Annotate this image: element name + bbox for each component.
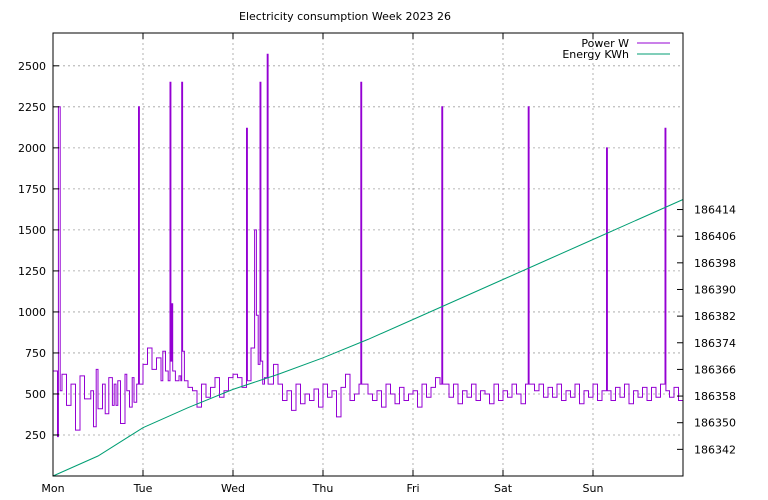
y-right-tick-label: 186398	[694, 257, 736, 270]
x-tick-label: Thu	[312, 482, 334, 495]
x-tick-label: Mon	[41, 482, 64, 495]
legend: Power W Energy KWh	[562, 37, 670, 61]
x-tick-label: Fri	[406, 482, 419, 495]
y-left-tick-label: 500	[25, 388, 46, 401]
axis-ticks: Mon Tue Wed Thu Fri Sat Sun 250 500 750 1000 1250 15…	[18, 33, 736, 495]
y-left-tick-label: 1000	[18, 306, 46, 319]
y-left-tick-label: 250	[25, 429, 46, 442]
legend-label-energy: Energy KWh	[562, 48, 629, 61]
series-line-energy	[52, 199, 684, 477]
y-left-tick-label: 2250	[18, 101, 46, 114]
y-right-tick-label: 186382	[694, 310, 736, 323]
plot-frame	[52, 32, 684, 477]
y-right-tick-label: 186374	[694, 337, 736, 350]
y-right-tick-label: 186366	[694, 363, 736, 376]
x-tick-label: Wed	[221, 482, 245, 495]
grid-lines	[53, 33, 683, 476]
y-right-tick-label: 186342	[694, 443, 736, 456]
y-left-tick-label: 1250	[18, 265, 46, 278]
x-tick-label: Sun	[583, 482, 604, 495]
y-right-tick-label: 186414	[694, 204, 736, 217]
chart-title: Electricity consumption Week 2023 26	[239, 10, 451, 23]
y-right-tick-label: 186406	[694, 230, 736, 243]
y-left-tick-label: 750	[25, 347, 46, 360]
y-right-tick-label: 186358	[694, 390, 736, 403]
x-tick-label: Sat	[494, 482, 513, 495]
series-lines	[52, 53, 684, 477]
y-right-tick-label: 186350	[694, 417, 736, 430]
y-left-tick-label: 1750	[18, 183, 46, 196]
y-right-tick-label: 186390	[694, 283, 736, 296]
x-tick-label: Tue	[133, 482, 153, 495]
y-left-tick-label: 2000	[18, 142, 46, 155]
legend-label-power: Power W	[581, 37, 629, 50]
series-line-power	[53, 53, 684, 438]
y-left-tick-label: 2500	[18, 60, 46, 73]
y-left-tick-label: 1500	[18, 224, 46, 237]
